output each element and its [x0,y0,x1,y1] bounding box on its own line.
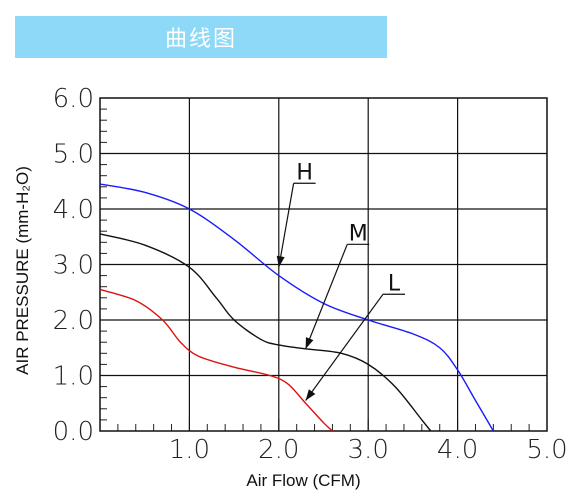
annotation-arrowhead-h [276,255,285,268]
annotation-label-m: M [349,221,368,246]
annotation-label-h: H [296,160,313,185]
x-axis-title: Air Flow (CFM) [246,471,360,490]
y-tick-label: 5.0 [53,140,94,170]
y-axis-title: AIR PRESSURE (mm-H₂O) [13,166,32,375]
chart-title-banner: 曲线图 [15,16,387,58]
x-tick-label: 2.0 [258,435,299,465]
x-tick-label: 4.0 [437,435,478,465]
x-tick-label: 1.0 [169,435,210,465]
y-tick-label: 3.0 [53,251,94,281]
x-tick-label: 5.0 [526,435,567,465]
curve-l [99,288,333,432]
annotation-leader-m [305,244,348,350]
chart-title: 曲线图 [164,27,237,52]
curve-m [99,233,432,432]
y-tick-label: 4.0 [53,195,94,225]
annotation-arrowhead-m [305,337,314,349]
y-tick-label: 6.0 [53,84,94,114]
annotation-leader-h [278,183,295,268]
annotation-arrowhead-l [305,389,316,401]
curve-h [99,183,494,432]
x-tick-label: 3.0 [348,435,389,465]
y-tick-label: 0.0 [53,417,94,447]
y-tick-label: 2.0 [53,306,94,336]
annotation-leader-l [305,293,384,401]
annotation-label-l: L [388,271,401,296]
y-tick-label: 1.0 [53,362,94,392]
plot-frame [99,97,548,432]
